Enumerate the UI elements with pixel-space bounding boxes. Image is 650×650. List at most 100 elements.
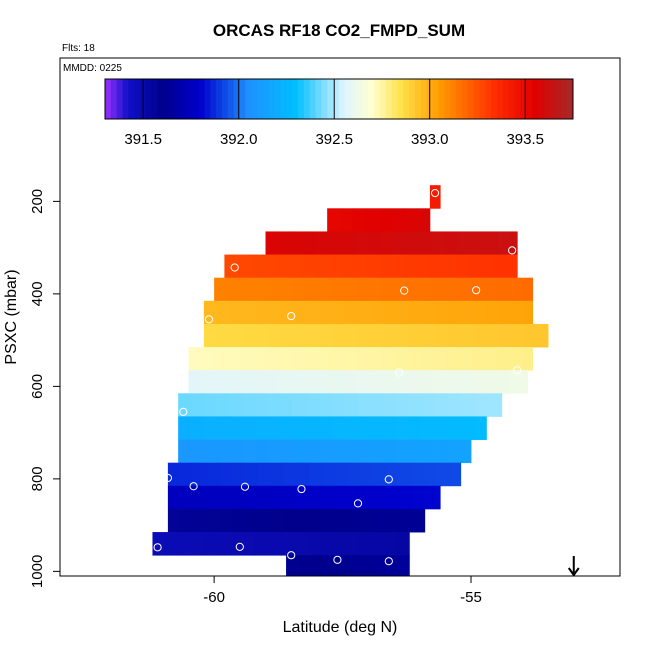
heatmap-cell — [409, 323, 423, 348]
plot-frame — [59, 57, 621, 577]
heatmap-cell — [216, 439, 230, 464]
heatmap-cell — [355, 277, 369, 302]
heatmap-cell — [319, 323, 333, 348]
heatmap-cell — [178, 439, 192, 464]
heatmap-cell — [496, 370, 510, 394]
heatmap-cell — [460, 323, 474, 348]
colorbar-swatch — [110, 79, 118, 119]
heatmap-cell — [286, 555, 300, 577]
heatmap-cell — [193, 462, 207, 487]
down-arrow-icon — [567, 556, 580, 577]
heatmap-cell — [191, 532, 205, 556]
sample-point — [430, 188, 440, 198]
heatmap-cell — [406, 277, 421, 302]
colorbar-swatch — [374, 79, 381, 119]
heatmap-cell — [262, 254, 277, 279]
colorbar-swatch — [561, 79, 568, 119]
colorbar-swatch — [181, 79, 188, 119]
heatmap-cell — [473, 323, 487, 348]
heatmap-cell — [280, 323, 295, 348]
colorbar-swatch — [555, 79, 562, 119]
heatmap-cell — [404, 208, 418, 232]
heatmap-cell — [424, 485, 439, 510]
heatmap-cell — [509, 277, 523, 302]
colorbar-swatch — [438, 79, 445, 119]
heatmap-cell — [219, 485, 233, 510]
heatmap-cell — [329, 370, 343, 394]
colorbar-swatch — [327, 79, 334, 119]
heatmap-cell — [455, 254, 469, 279]
heatmap-cell — [357, 439, 372, 464]
heatmap-cell — [278, 370, 292, 394]
heatmap-cell — [445, 370, 459, 394]
heatmap-cell — [499, 323, 513, 348]
heatmap-cell — [378, 208, 392, 232]
colorbar-swatch — [186, 79, 194, 119]
heatmap-cell — [193, 485, 207, 510]
heatmap-cell — [473, 416, 487, 440]
heatmap-cell — [357, 300, 372, 325]
heatmap-cell — [226, 277, 241, 302]
heatmap-cell — [422, 323, 436, 348]
heatmap-cell — [370, 416, 385, 440]
sample-point — [287, 551, 296, 560]
heatmap-cell — [417, 254, 431, 279]
heatmap-cell — [291, 370, 305, 394]
heatmap-cell — [486, 300, 500, 325]
heatmap-cell — [360, 462, 374, 487]
heatmap-cell — [458, 370, 472, 394]
heatmap-cell — [460, 300, 474, 325]
sample-point — [394, 368, 404, 377]
colorbar-swatch — [502, 79, 510, 119]
heatmap-cell — [396, 416, 410, 440]
heatmap-cell — [214, 370, 228, 394]
heatmap-cell — [216, 532, 230, 556]
heatmap-cell — [255, 300, 269, 325]
y-axis: 200 400 600 800 1000 — [29, 189, 60, 588]
colorbar-swatch — [257, 79, 264, 119]
colorbar-swatch — [344, 79, 352, 119]
heatmap-cell — [226, 370, 241, 394]
sample-point — [508, 246, 517, 255]
heatmap-cell — [512, 323, 526, 348]
heatmap-cell — [445, 347, 459, 371]
heatmap-cell — [288, 254, 302, 279]
heatmap-cell — [368, 277, 382, 302]
heatmap-cell — [522, 370, 528, 394]
heatmap-cell — [365, 254, 379, 279]
heatmap-cell — [337, 555, 351, 577]
colorbar-swatch — [491, 79, 498, 119]
y-tick-label: 800 — [29, 466, 46, 491]
x-tick-label: -55 — [460, 589, 482, 606]
heatmap-cell — [293, 300, 307, 325]
heatmap-cell — [381, 231, 395, 255]
heatmap-cell — [216, 300, 230, 325]
heatmap-cell — [178, 532, 192, 556]
colorbar-tick-label: 392.5 — [315, 131, 353, 148]
heatmap-cell — [203, 416, 218, 440]
heatmap-cell — [406, 370, 421, 394]
heatmap-cell — [219, 508, 233, 533]
heatmap-cell — [334, 485, 349, 510]
colorbar-swatch — [549, 79, 556, 119]
colorbar-swatch — [479, 79, 486, 119]
y-tick-label: 200 — [29, 189, 46, 214]
x-axis-label: Latitude (deg N) — [283, 619, 398, 636]
colorbar-swatch — [379, 79, 387, 119]
heatmap-cell — [257, 462, 272, 487]
heatmap-cell — [314, 254, 328, 279]
heatmap-cell — [219, 462, 233, 487]
heatmap-cell — [319, 393, 333, 417]
heatmap-cell — [396, 393, 410, 417]
colorbar-tick-label: 391.5 — [124, 131, 162, 148]
heatmap-cell — [244, 508, 259, 533]
heatmap-cell — [265, 347, 279, 371]
heatmap-cell — [437, 462, 451, 487]
heatmap-cell — [304, 231, 318, 255]
heatmap-cell — [322, 485, 336, 510]
heatmap-cell — [432, 277, 446, 302]
heatmap-cell — [347, 508, 361, 533]
heatmap-cell — [180, 462, 194, 487]
colorbar-swatch — [309, 79, 317, 119]
date-note: MMDD: 0225 — [63, 63, 122, 74]
